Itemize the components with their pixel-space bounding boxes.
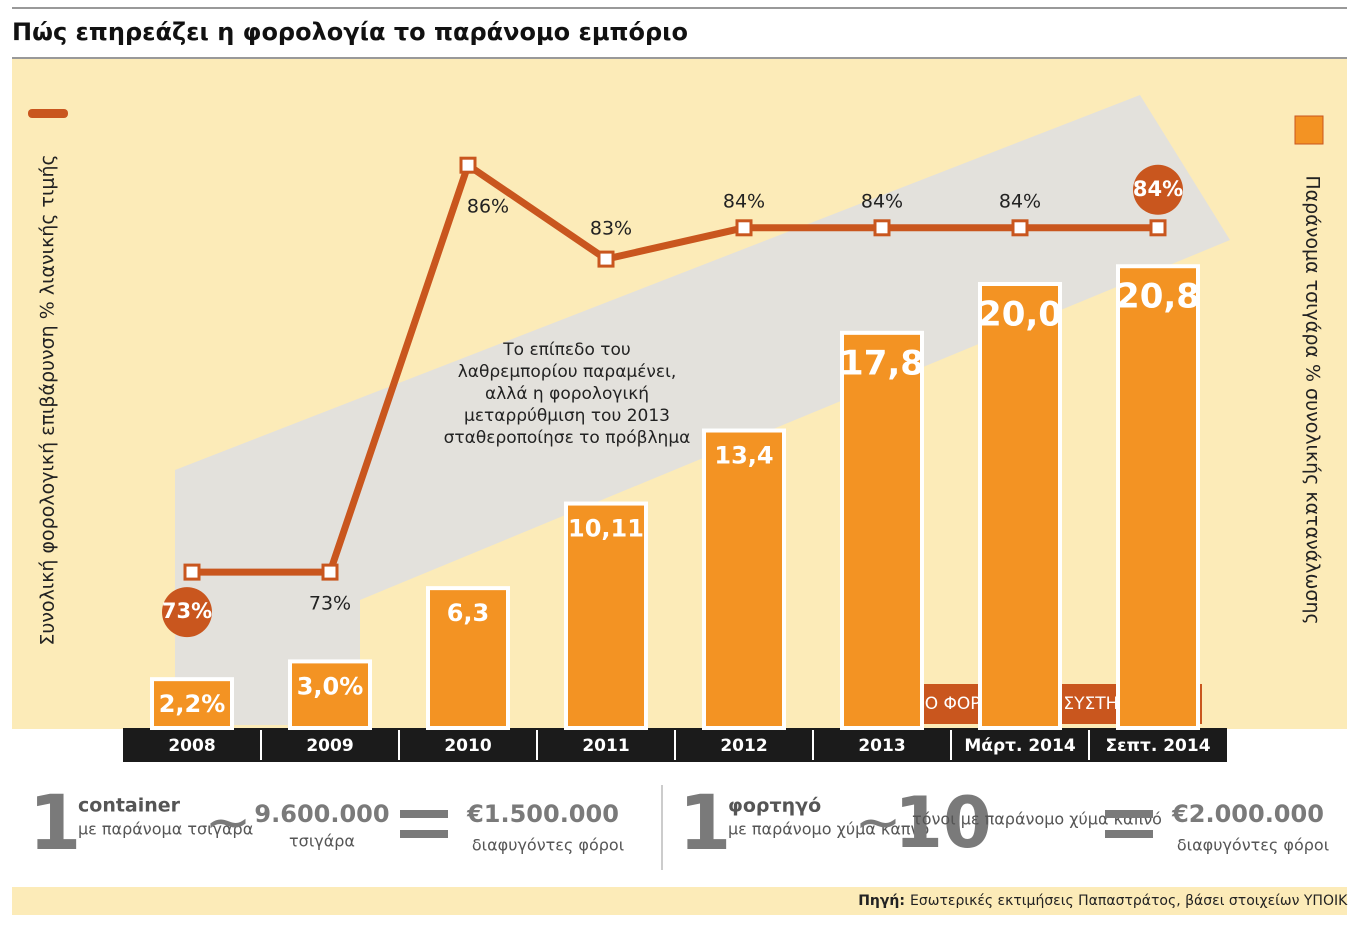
info-count: 1 xyxy=(679,778,732,867)
line-point xyxy=(597,250,615,268)
bar xyxy=(426,586,510,731)
line-point xyxy=(1149,219,1167,237)
tilde: ~ xyxy=(855,790,902,855)
bar xyxy=(150,677,234,730)
line-point xyxy=(1011,219,1029,237)
equals-bottom xyxy=(1105,830,1153,838)
info-value-desc: διαφυγόντες φόροι xyxy=(472,836,624,855)
bar xyxy=(978,282,1062,730)
bar xyxy=(564,501,648,731)
bar-value-label: 17,8 xyxy=(840,343,924,383)
bar xyxy=(840,330,924,730)
bar-value-label: 6,3 xyxy=(447,599,490,627)
line-value-label: 83% xyxy=(590,218,632,240)
x-tick-label: 2011 xyxy=(582,736,629,756)
equals-top xyxy=(400,810,448,818)
label-badge xyxy=(1133,164,1183,215)
x-tick-label: Μάρτ. 2014 xyxy=(964,736,1075,756)
bar-legend-swatch xyxy=(1294,115,1324,145)
line-value-label: 84% xyxy=(1133,177,1183,201)
x-tick-label: 2008 xyxy=(168,736,215,756)
y-axis-label: Συνολική φορολογική επιβάρυνση % λιανική… xyxy=(37,154,59,645)
line-value-label: 86% xyxy=(467,196,509,218)
info-amount-unit: τόνοι με παράνομο χύμα καπνό xyxy=(912,810,1162,829)
equals-top xyxy=(1105,810,1153,818)
info-amount: 10 xyxy=(894,782,991,864)
line-value-label: 84% xyxy=(723,190,765,212)
bar-value-label: 20,8 xyxy=(1116,277,1200,317)
chart-title: Πώς επηρεάζει η φορολογία το παράνομο εμ… xyxy=(12,18,688,46)
info-unit: φορτηγό xyxy=(728,795,821,817)
source-text: Εσωτερικές εκτιμήσεις Παπαστράτος, βάσει… xyxy=(910,893,1348,909)
annotation: Το επίπεδο του λαθρεμπορίου παραμένει, αλλ… xyxy=(444,340,691,448)
line-value-label: 73% xyxy=(162,599,212,623)
line-point xyxy=(459,156,477,174)
annotation-text: Το επίπεδο του λαθρεμπορίου παραμένει, αλλ… xyxy=(444,340,691,448)
line-point xyxy=(321,563,339,581)
line-legend-swatch xyxy=(28,109,68,118)
info-desc: με παράνομο χύμα καπνό xyxy=(728,820,929,839)
info-value: €2.000.000 xyxy=(1171,800,1324,828)
info-value: €1.500.000 xyxy=(466,800,619,828)
line-point xyxy=(183,563,201,581)
bar-value-label: 20,0 xyxy=(978,295,1062,335)
tilde: ~ xyxy=(205,790,252,855)
info-desc: με παράνομα τσιγάρα xyxy=(78,820,253,839)
line-point xyxy=(873,219,891,237)
x-tick-label: 2013 xyxy=(858,736,905,756)
bar xyxy=(288,659,372,731)
x-tick-label: Σεπτ. 2014 xyxy=(1105,736,1210,756)
cigarette-decoration xyxy=(175,95,1230,725)
line-point xyxy=(735,219,753,237)
label-badge xyxy=(162,587,212,638)
x-tick-label: 2010 xyxy=(444,736,491,756)
line-value-label: 73% xyxy=(309,593,351,615)
source-label: Πηγή: xyxy=(858,893,905,909)
info-value-desc: διαφυγόντες φόροι xyxy=(1177,836,1329,855)
line xyxy=(192,159,1158,576)
bar xyxy=(1116,264,1200,730)
info-amount-unit: τσιγάρα xyxy=(289,832,355,851)
info-unit: container xyxy=(78,795,181,817)
x-tick-label: 2012 xyxy=(720,736,767,756)
info-count: 1 xyxy=(29,778,82,867)
line-value-label: 84% xyxy=(861,190,903,212)
bar-value-label: 3,0% xyxy=(297,672,364,700)
equals-bottom xyxy=(400,830,448,838)
bar-value-label: 13,4 xyxy=(714,442,773,470)
bar-value-label: 2,2% xyxy=(159,690,226,718)
bar xyxy=(702,428,786,730)
line-value-label: 84% xyxy=(999,190,1041,212)
y2-axis-label: Παράνομα τσιγάρα % συνολικής κατανάλωσης xyxy=(1302,175,1324,624)
source-bar xyxy=(12,887,1347,915)
x-tick-label: 2009 xyxy=(306,736,353,756)
info-amount: 9.600.000 xyxy=(254,800,389,828)
bar-value-label: 10,11 xyxy=(568,515,644,543)
